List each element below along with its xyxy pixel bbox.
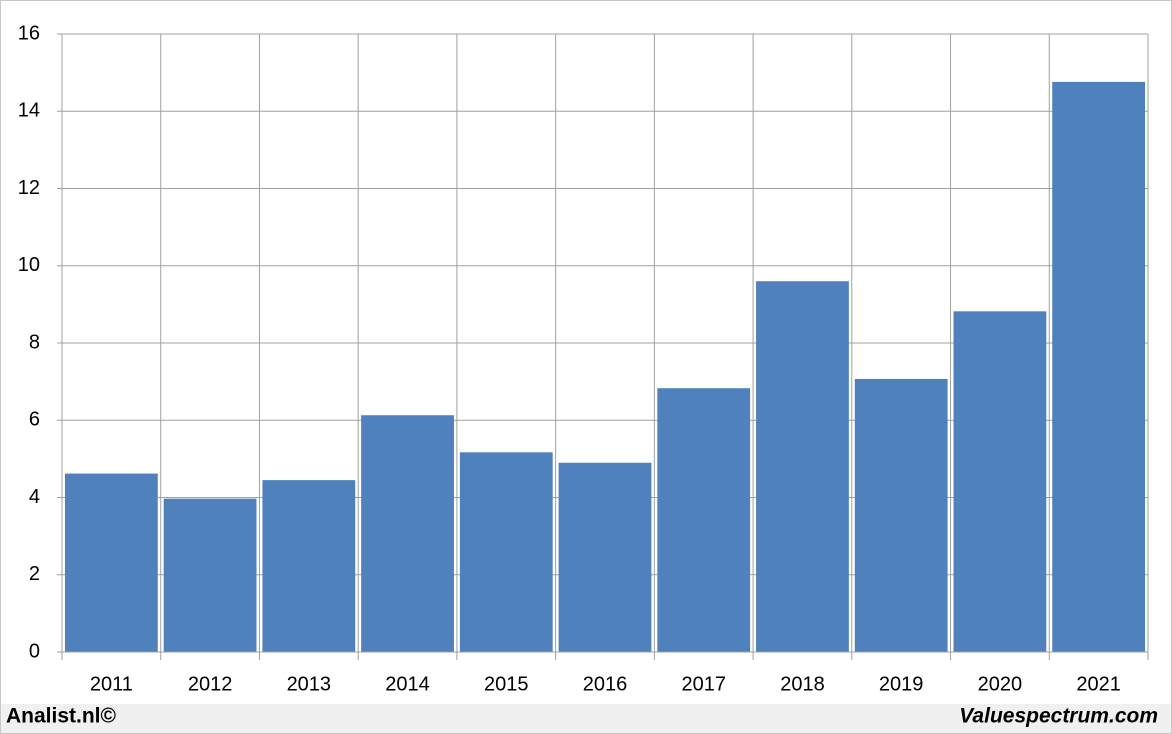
bar: [163, 498, 257, 652]
y-tick-label: 8: [29, 331, 40, 353]
y-tick-label: 2: [29, 563, 40, 585]
bar: [262, 480, 356, 652]
x-tick-label: 2012: [188, 673, 233, 695]
bar: [756, 281, 849, 652]
footer-band: [1, 704, 1171, 733]
bar: [657, 388, 751, 652]
bar: [64, 473, 158, 652]
x-tick-label: 2017: [681, 673, 726, 695]
y-tick-label: 0: [29, 640, 40, 662]
x-tick-label: 2021: [1076, 673, 1121, 695]
x-tick-label: 2013: [287, 673, 332, 695]
y-tick-label: 4: [29, 486, 40, 508]
credit-right: Valuespectrum.com: [959, 705, 1158, 728]
x-tick-label: 2020: [978, 673, 1023, 695]
bar: [854, 378, 948, 652]
bar: [459, 452, 553, 652]
x-tick-label: 2019: [879, 673, 924, 695]
y-tick-label: 12: [18, 177, 40, 199]
x-tick-label: 2018: [780, 673, 825, 695]
bar: [558, 462, 652, 652]
credit-left: Analist.nl©: [6, 705, 117, 728]
x-tick-label: 2011: [90, 673, 133, 695]
bar: [953, 311, 1047, 652]
x-tick-label: 2015: [484, 673, 529, 695]
y-tick-label: 16: [18, 22, 40, 44]
y-tick-label: 6: [29, 409, 40, 431]
bar: [361, 415, 454, 652]
x-tick-label: 2014: [385, 673, 430, 695]
bar: [1052, 81, 1146, 652]
x-tick-label: 2016: [583, 673, 628, 695]
y-tick-label: 14: [18, 100, 40, 122]
y-tick-label: 10: [18, 254, 40, 276]
